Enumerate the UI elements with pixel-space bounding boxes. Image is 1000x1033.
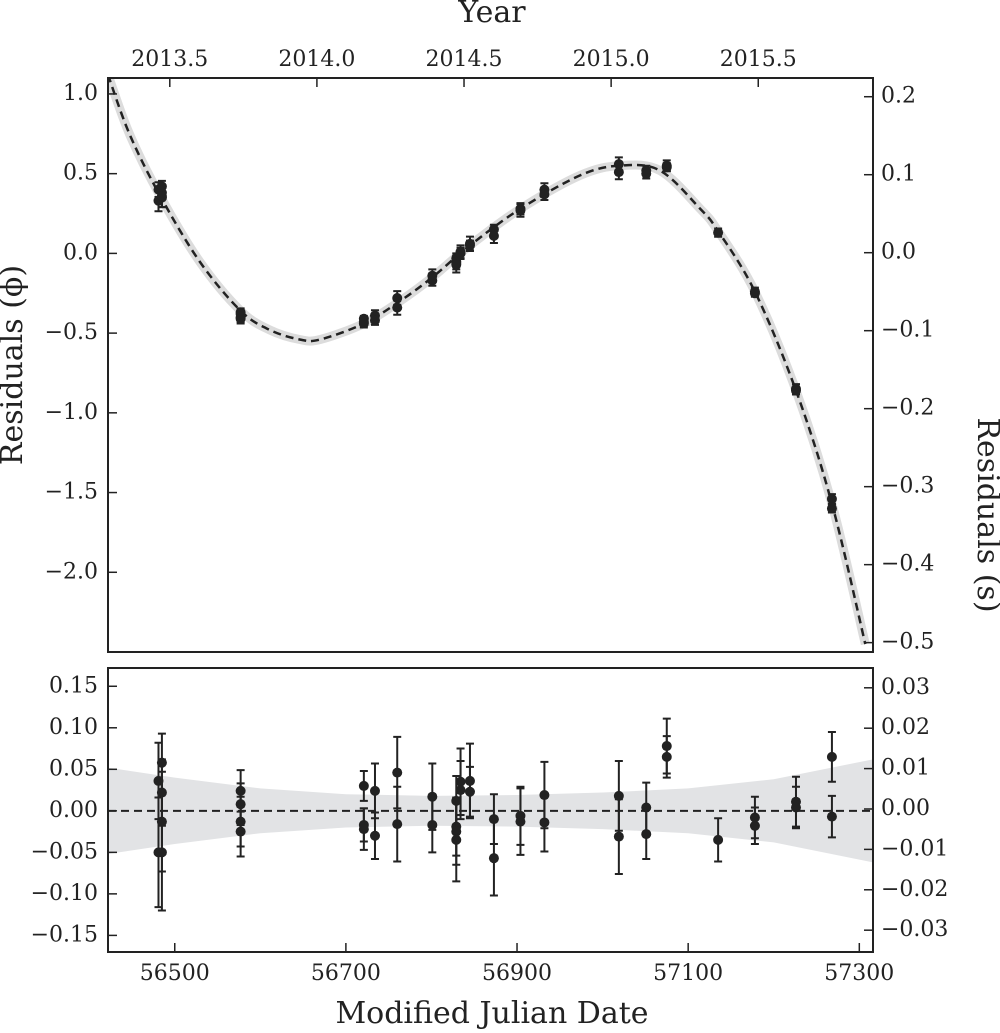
data-point [235, 826, 246, 837]
y-tick-label: 0.10 [49, 715, 98, 740]
x-tick-label: 57100 [653, 961, 723, 986]
x-tick-label: 56900 [482, 961, 552, 986]
data-point [369, 785, 380, 796]
y-tick-label: −1.0 [45, 400, 98, 425]
data-point [661, 162, 672, 173]
data-point [826, 493, 837, 504]
y-tick-label: −1.5 [45, 480, 98, 505]
y-axis-label: Residuals (ϕ) [0, 265, 30, 465]
y-tick-label: 0.00 [49, 798, 98, 823]
y-tick-label: −0.5 [45, 320, 98, 345]
data-point [515, 205, 526, 216]
plot-frame [107, 667, 874, 953]
fit-line [108, 78, 867, 645]
data-point [235, 313, 246, 324]
data-point [392, 767, 403, 778]
plot-area [108, 717, 873, 912]
data-point [392, 302, 403, 313]
y-tick-label: 1.0 [63, 81, 98, 106]
data-point [641, 829, 652, 840]
plot-frame [107, 77, 874, 653]
data-point [826, 811, 837, 822]
data-point [464, 240, 475, 251]
data-point [392, 819, 403, 830]
data-point [451, 834, 462, 845]
x2-tick-label: 2013.5 [131, 47, 208, 72]
y2-tick-label: −0.03 [881, 917, 948, 942]
fit-band [108, 78, 870, 646]
data-point [488, 853, 499, 864]
data-point [713, 834, 724, 845]
x2-axis-label: Year [457, 0, 526, 30]
data-point [749, 820, 760, 831]
data-point [613, 831, 624, 842]
data-point [369, 315, 380, 326]
data-point [451, 259, 462, 270]
data-point [455, 785, 466, 796]
data-point [455, 248, 466, 259]
data-point [826, 751, 837, 762]
x-axis-label: Modified Julian Date [335, 996, 648, 1031]
y-tick-label: −0.10 [31, 881, 98, 906]
y2-tick-label: 0.02 [881, 715, 930, 740]
data-point [641, 168, 652, 179]
data-point [488, 230, 499, 241]
y-tick-label: 0.15 [49, 673, 98, 698]
data-point [539, 189, 550, 200]
data-point [427, 275, 438, 286]
plot-area [108, 78, 870, 646]
y2-tick-label: −0.3 [881, 474, 934, 499]
data-point [369, 830, 380, 841]
data-point [358, 318, 369, 329]
y2-tick-label: −0.02 [881, 877, 948, 902]
y2-tick-label: 0.1 [881, 162, 916, 187]
y-tick-label: 0.0 [63, 240, 98, 265]
x2-tick-label: 2014.5 [426, 47, 503, 72]
data-point [713, 227, 724, 238]
data-point [613, 167, 624, 178]
y-tick-label: −0.05 [31, 839, 98, 864]
y-tick-label: −2.0 [45, 559, 98, 584]
x2-tick-label: 2015.5 [720, 47, 797, 72]
y2-tick-label: 0.01 [881, 756, 930, 781]
data-point [749, 288, 760, 299]
x-tick-label: 56700 [311, 961, 381, 986]
y2-tick-label: −0.01 [881, 836, 948, 861]
y2-tick-label: 0.00 [881, 796, 930, 821]
data-point [427, 819, 438, 830]
data-point [790, 802, 801, 813]
data-point [358, 780, 369, 791]
x2-tick-label: 2014.0 [278, 47, 355, 72]
y-tick-label: 0.5 [63, 161, 98, 186]
y2-tick-label: −0.5 [881, 630, 934, 655]
y2-tick-label: 0.03 [881, 675, 930, 700]
data-point [464, 786, 475, 797]
data-point [156, 190, 167, 201]
data-point [515, 816, 526, 827]
x-tick-label: 57300 [824, 961, 894, 986]
y2-tick-label: −0.2 [881, 396, 934, 421]
y-tick-label: −0.15 [31, 922, 98, 947]
data-point [790, 385, 801, 396]
y-tick-label: 0.05 [49, 756, 98, 781]
y2-tick-label: 0.2 [881, 84, 916, 109]
data-point [539, 817, 550, 828]
y2-tick-label: −0.1 [881, 318, 934, 343]
data-point [826, 503, 837, 514]
x-tick-label: 56500 [140, 961, 210, 986]
x2-tick-label: 2015.0 [573, 47, 650, 72]
data-point [358, 824, 369, 835]
data-point [156, 847, 167, 858]
y2-axis-label: Residuals (s) [970, 417, 1000, 612]
y2-tick-label: 0.0 [881, 240, 916, 265]
y2-tick-label: −0.4 [881, 552, 934, 577]
data-point [661, 751, 672, 762]
